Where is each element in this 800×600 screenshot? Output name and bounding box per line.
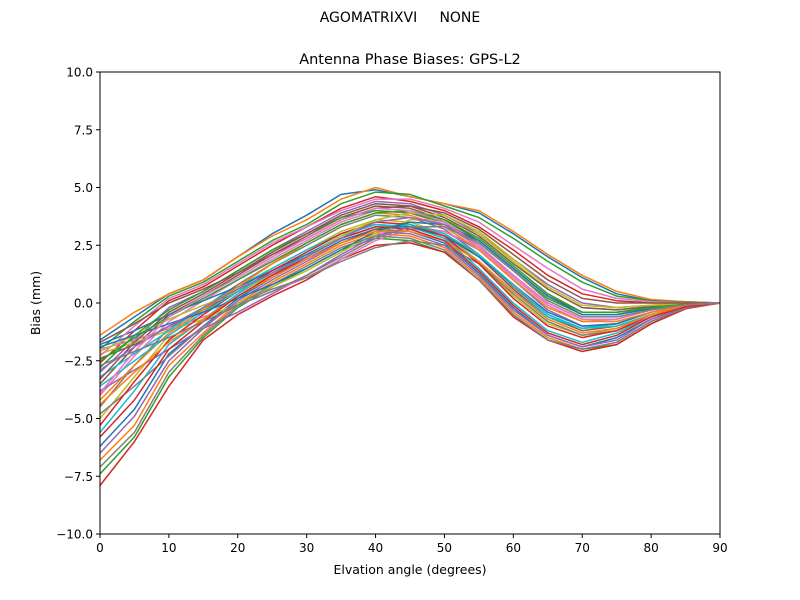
x-tick-label: 20: [230, 541, 245, 555]
series-line: [99, 221, 721, 348]
chart-title: Antenna Phase Biases: GPS-L2: [299, 52, 521, 68]
series-line: [99, 191, 721, 350]
x-axis-label: Elvation angle (degrees): [333, 562, 486, 577]
series-line: [99, 235, 721, 468]
figure-suptitle: AGOMATRIXVI NONE: [319, 10, 481, 26]
series-line: [99, 207, 721, 394]
x-tick-label: 60: [506, 541, 521, 555]
x-axis: 0 10 20 30 40 50 60 70 80 90: [96, 534, 728, 555]
x-tick-label: 70: [575, 541, 590, 555]
series-line: [99, 195, 720, 364]
x-tick-label: 90: [712, 541, 727, 555]
x-tick-label: 50: [437, 541, 452, 555]
series-line: [99, 237, 721, 475]
y-tick-label: −7.5: [64, 470, 93, 484]
series-line: [99, 223, 721, 433]
series-line: [99, 212, 721, 353]
series-line: [99, 242, 721, 486]
y-axis: −10.0 −7.5 −5.0 −2.5 0.0 2.5 5.0 7.5 10.0: [56, 66, 100, 542]
series-line: [99, 205, 720, 343]
y-tick-label: −10.0: [56, 528, 93, 542]
y-tick-label: −2.5: [64, 354, 93, 368]
series-line: [99, 230, 721, 406]
y-tick-label: 7.5: [74, 123, 93, 137]
y-tick-label: 5.0: [74, 181, 93, 195]
x-tick-label: 0: [96, 541, 104, 555]
series-line: [99, 186, 721, 336]
y-tick-label: 0.0: [74, 297, 93, 311]
series-line: [99, 212, 721, 401]
y-axis-label: Bias (mm): [28, 271, 43, 335]
x-tick-label: 30: [299, 541, 314, 555]
x-tick-label: 10: [161, 541, 176, 555]
y-tick-label: −5.0: [64, 412, 93, 426]
series-line: [99, 198, 721, 357]
y-tick-label: 10.0: [66, 66, 93, 80]
series-line: [99, 230, 721, 454]
series-line: [99, 205, 721, 385]
x-tick-label: 80: [643, 541, 658, 555]
series-line: [99, 226, 721, 367]
series-layer: [99, 186, 721, 486]
x-tick-label: 40: [368, 541, 383, 555]
y-tick-label: 2.5: [74, 239, 93, 253]
